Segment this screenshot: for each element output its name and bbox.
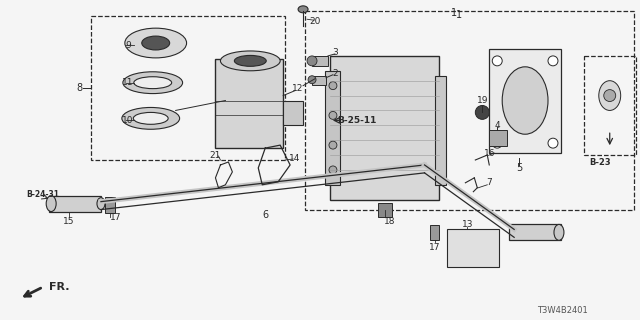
Text: B-23: B-23 [589,158,611,167]
Ellipse shape [125,28,187,58]
Ellipse shape [599,81,621,110]
Text: 15: 15 [63,217,75,226]
Bar [584,56,636,155]
Circle shape [329,82,337,90]
Ellipse shape [554,224,564,240]
Circle shape [308,76,316,84]
Ellipse shape [234,55,266,66]
Circle shape [329,141,337,149]
Text: B-25-11: B-25-11 [337,116,376,125]
Circle shape [492,138,502,148]
Text: 1: 1 [456,10,463,20]
Bar [489,49,561,153]
Text: 13: 13 [461,220,473,229]
Ellipse shape [122,108,180,129]
Text: 1: 1 [451,8,458,18]
Bar [105,197,115,212]
Text: 5: 5 [516,163,522,173]
Text: 12: 12 [292,84,304,93]
Circle shape [604,90,616,101]
Text: 19: 19 [477,96,488,105]
Circle shape [329,166,337,174]
Ellipse shape [142,36,170,50]
Text: T3W4B2401: T3W4B2401 [536,306,588,315]
Text: 17: 17 [110,213,122,222]
Text: 21: 21 [210,150,221,160]
Bar [305,11,634,210]
Bar [509,224,561,240]
Text: 11: 11 [122,78,134,87]
Text: 3: 3 [332,48,338,57]
Bar [378,203,392,217]
Text: 17: 17 [429,243,440,252]
Bar [429,225,440,240]
Bar [330,56,440,200]
Ellipse shape [133,112,168,124]
Ellipse shape [46,196,56,212]
Ellipse shape [97,198,105,210]
Ellipse shape [123,72,182,93]
Circle shape [476,106,489,119]
Bar [435,76,447,185]
Text: FR.: FR. [49,282,69,292]
Bar [216,59,283,148]
Text: 6: 6 [262,210,268,220]
Text: 10: 10 [122,116,134,125]
Bar [489,130,507,146]
Circle shape [548,138,558,148]
Text: 20: 20 [309,17,321,26]
Bar [283,100,303,125]
Bar [312,76,326,85]
Circle shape [548,56,558,66]
Ellipse shape [220,51,280,71]
Bar [447,229,499,267]
Text: 8: 8 [76,83,82,92]
Text: B-24-31: B-24-31 [27,190,60,199]
Text: 2: 2 [332,69,338,78]
Circle shape [307,56,317,66]
Bar [49,196,101,212]
Text: 9: 9 [125,41,131,50]
Text: 4: 4 [495,121,500,130]
Text: 14: 14 [289,154,301,163]
Circle shape [329,111,337,119]
Ellipse shape [298,6,308,13]
Bar [91,16,285,160]
Text: 16: 16 [483,148,495,157]
Ellipse shape [502,67,548,134]
Ellipse shape [134,77,172,89]
Bar [325,71,340,185]
Bar [312,56,328,66]
Text: 7: 7 [486,178,492,187]
Circle shape [492,56,502,66]
Text: 18: 18 [384,217,396,226]
